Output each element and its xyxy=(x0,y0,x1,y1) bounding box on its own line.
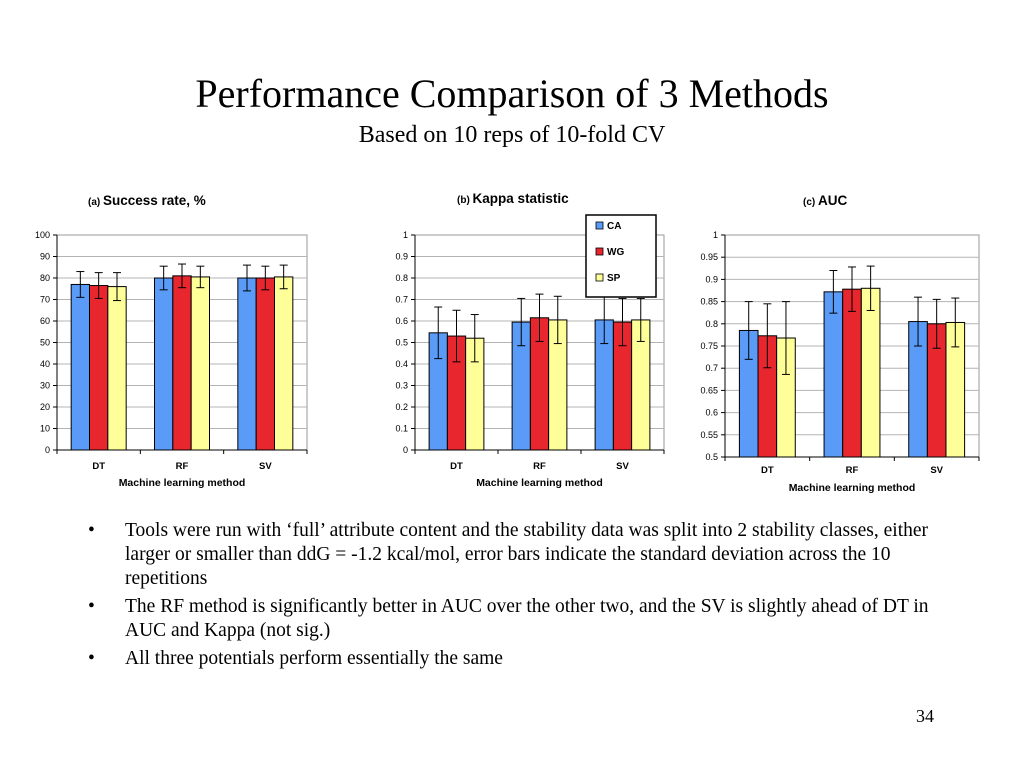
y-tick-label: 0.7 xyxy=(395,295,408,305)
chart-label-prefix: (c) xyxy=(803,197,818,208)
y-tick-label: 0.55 xyxy=(700,430,718,440)
y-tick-label: 0.6 xyxy=(395,316,408,326)
y-tick-label: 80 xyxy=(40,273,50,283)
y-tick-label: 1 xyxy=(403,230,408,240)
bar-sp xyxy=(107,286,127,451)
legend-swatch-ca xyxy=(595,221,604,230)
slide-title: Performance Comparison of 3 Methods xyxy=(195,71,829,116)
bullet-dot: • xyxy=(88,596,95,617)
y-tick-label: 0.75 xyxy=(700,341,718,351)
bullet-dot: • xyxy=(88,520,95,541)
bar-ca xyxy=(823,291,844,458)
y-tick-label: 50 xyxy=(40,338,50,348)
chart-kappa-statistic: 0 0.1 0.2 0.3 0.4 0.5 0.6 0.7 0.8 0.9 1 DT RF SV (b) K… xyxy=(395,191,665,489)
x-category-label: RF xyxy=(846,465,859,476)
bullet-item: • Tools were run with ‘full’ attribute co… xyxy=(88,519,968,591)
bar-wg xyxy=(255,277,276,451)
legend-label: WG xyxy=(607,247,624,258)
y-tick-label: 1 xyxy=(713,230,718,240)
slide-subtitle: Based on 10 reps of 10-fold CV xyxy=(358,122,666,148)
x-category-label: RF xyxy=(176,461,189,472)
x-axis-label: Machine learning method xyxy=(119,477,246,489)
bar-wg xyxy=(89,285,109,451)
bullet-text: All three potentials perform essentially… xyxy=(125,648,503,669)
bar-ca xyxy=(237,277,257,451)
chart-title: (a) Success rate, % xyxy=(88,193,206,208)
chart-title: (b) Kappa statistic xyxy=(457,191,569,206)
legend-swatch-sp xyxy=(595,273,604,282)
y-tick-label: 30 xyxy=(40,381,50,391)
x-axis-label: Machine learning method xyxy=(789,482,916,494)
bullet-text: Tools were run with ‘full’ attribute con… xyxy=(125,520,929,589)
legend-label: CA xyxy=(607,221,621,232)
y-tick-label: 0 xyxy=(403,445,408,455)
y-tick-label: 0.8 xyxy=(395,273,408,283)
chart-title-text: Kappa statistic xyxy=(473,191,570,206)
y-tick-label: 70 xyxy=(40,295,50,305)
bar-ca xyxy=(70,283,91,451)
bullet-item: • The RF method is significantly better i… xyxy=(88,595,968,643)
bar-wg xyxy=(842,288,862,458)
bullet-list: • Tools were run with ‘full’ attribute co… xyxy=(88,519,968,675)
bullet-dot: • xyxy=(88,648,95,669)
bullet-item: • All three potentials perform essentiall… xyxy=(88,647,968,671)
y-tick-label: 0.65 xyxy=(700,385,718,395)
bar-sp xyxy=(860,287,881,458)
y-tick-label: 0.6 xyxy=(705,408,718,418)
x-category-label: RF xyxy=(533,461,546,472)
y-tick-label: 0.5 xyxy=(395,338,408,348)
bar-sp xyxy=(190,276,211,451)
x-category-label: SV xyxy=(616,461,629,472)
y-tick-label: 0.85 xyxy=(700,297,718,307)
bar-wg xyxy=(172,275,192,451)
chart-label-prefix: (b) xyxy=(457,195,473,206)
x-category-label: DT xyxy=(450,461,463,472)
chart-label-prefix: (a) xyxy=(88,197,103,208)
legend-swatch-wg xyxy=(595,247,604,256)
x-category-label: SV xyxy=(259,461,272,472)
y-tick-label: 20 xyxy=(40,402,50,412)
x-axis-label: Machine learning method xyxy=(476,477,603,489)
y-tick-label: 0 xyxy=(45,445,50,455)
y-tick-label: 0.9 xyxy=(705,274,718,284)
y-tick-label: 0.5 xyxy=(705,452,718,462)
y-tick-label: 100 xyxy=(35,230,50,240)
y-tick-label: 0.1 xyxy=(395,424,408,434)
x-category-label: DT xyxy=(92,461,105,472)
legend-label: SP xyxy=(607,273,621,284)
bar-sp xyxy=(274,276,294,451)
y-tick-label: 0.2 xyxy=(395,402,408,412)
y-tick-label: 0.7 xyxy=(705,363,718,373)
y-tick-label: 0.3 xyxy=(395,381,408,391)
bar-ca xyxy=(154,277,174,451)
y-tick-label: 0.95 xyxy=(700,252,718,262)
chart-success-rate: 0 10 20 30 40 50 60 70 80 90 100 DT RF SV (a) Success … xyxy=(35,193,308,489)
y-tick-label: 40 xyxy=(40,359,50,369)
y-tick-label: 60 xyxy=(40,316,50,326)
y-tick-label: 0.9 xyxy=(395,252,408,262)
page-number: 34 xyxy=(916,706,934,726)
bullet-text: The RF method is significantly better in… xyxy=(125,596,929,641)
chart-auc: 0.5 0.55 0.6 0.65 0.7 0.75 0.8 0.85 0.9 0.95 1 DT RF… xyxy=(700,193,980,494)
x-category-label: DT xyxy=(761,465,774,476)
chart-title: (c) AUC xyxy=(803,193,847,208)
y-tick-label: 10 xyxy=(40,424,50,434)
chart-title-text: Success rate, % xyxy=(103,193,206,208)
y-tick-label: 0.8 xyxy=(705,319,718,329)
x-category-label: SV xyxy=(930,465,943,476)
y-tick-label: 0.4 xyxy=(395,359,408,369)
y-tick-label: 90 xyxy=(40,252,50,262)
chart-title-text: AUC xyxy=(818,193,847,208)
